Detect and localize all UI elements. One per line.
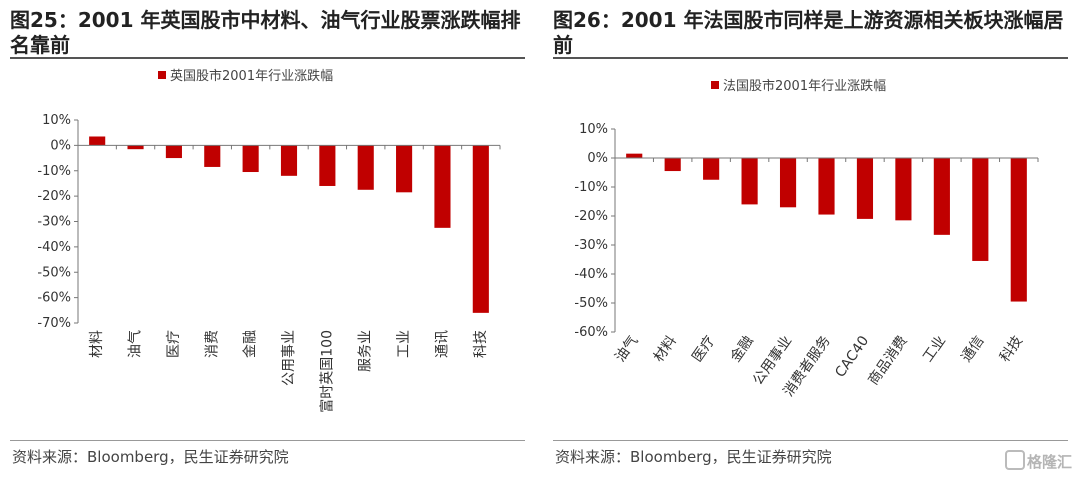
y-tick-label: -40% [37, 240, 71, 255]
bar [895, 158, 912, 221]
y-tick-label: -20% [37, 189, 71, 204]
y-tick-label: -30% [37, 215, 71, 230]
watermark-text: 格隆汇 [1026, 453, 1072, 471]
category-label: 油气 [612, 333, 641, 365]
bar [703, 158, 720, 180]
bar [626, 153, 643, 158]
bar [933, 158, 950, 235]
category-label: 金融 [243, 330, 259, 358]
bar [472, 145, 489, 313]
category-label: 商品消费 [865, 333, 910, 388]
y-tick-label: -40% [574, 267, 608, 282]
bar [1010, 158, 1027, 302]
category-label: 工业 [396, 330, 412, 358]
y-tick-label: 10% [42, 113, 71, 128]
category-label: 医疗 [166, 330, 182, 358]
legend-swatch [711, 81, 719, 89]
y-tick-label: -50% [574, 296, 608, 311]
legend-label: 英国股市2001年行业涨跌幅 [170, 68, 333, 84]
y-tick-label: 10% [579, 122, 608, 137]
bar [357, 145, 374, 190]
category-label: 服务业 [358, 330, 374, 372]
bar [127, 145, 144, 150]
category-label: 通讯 [434, 330, 450, 358]
legend-swatch [158, 71, 166, 79]
figure-panel-france: 图26：2001 年法国股市同样是上游资源相关板块涨幅居前 法国股市2001年行… [553, 0, 1073, 479]
figure-title: 图26：2001 年法国股市同样是上游资源相关板块涨幅居前 [553, 8, 1064, 57]
y-tick-label: -60% [37, 291, 71, 306]
source-note: 资料来源：Bloomberg，民生证券研究院 [555, 448, 832, 466]
y-tick-label: 0% [587, 151, 608, 166]
bar [779, 158, 797, 208]
category-label: 工业 [920, 333, 949, 365]
category-label: 通信 [958, 333, 987, 365]
category-label: 科技 [473, 330, 489, 358]
y-tick-label: -30% [574, 238, 608, 253]
y-tick-label: -20% [574, 209, 608, 224]
category-label: 材料 [89, 330, 105, 358]
bar [972, 158, 989, 261]
source-rule [10, 440, 525, 441]
legend-label: 法国股市2001年行业涨跌幅 [723, 78, 886, 94]
bar [396, 145, 413, 193]
bar [741, 158, 758, 205]
category-label: CAC40 [832, 333, 872, 380]
france-sector-chart: 法国股市2001年行业涨跌幅 10% 0% -10% -20% -30% -40% -50% -… [574, 78, 1039, 400]
title-rule [10, 57, 525, 59]
bar [242, 145, 259, 173]
bar [89, 136, 106, 146]
logo-icon [1004, 450, 1025, 470]
y-tick-label: -50% [37, 265, 71, 280]
source-note: 资料来源：Bloomberg，民生证券研究院 [12, 448, 289, 466]
figure-panel-uk: 图25：2001 年英国股市中材料、油气行业股票涨跌幅排名靠前 英国股市2001… [10, 0, 530, 479]
title-rule [553, 57, 1068, 59]
y-tick-label: 0% [50, 138, 71, 153]
category-label: 医疗 [689, 333, 718, 365]
category-label: 材料 [651, 333, 680, 365]
watermark: 格隆汇 [1004, 450, 1072, 472]
y-tick-label: -70% [37, 316, 71, 331]
figure-title: 图25：2001 年英国股市中材料、油气行业股票涨跌幅排名靠前 [10, 8, 521, 57]
category-label: 富时英国100 [318, 330, 335, 413]
y-tick-label: -10% [37, 164, 71, 179]
category-label: 消费 [204, 330, 220, 358]
category-label: 科技 [997, 333, 1026, 365]
category-label: 油气 [128, 330, 144, 358]
bar [856, 158, 874, 219]
category-label: 金融 [728, 333, 757, 365]
bar [280, 145, 298, 176]
bar [204, 145, 221, 167]
source-rule [553, 440, 1068, 441]
bar [664, 158, 681, 172]
bar [818, 158, 835, 215]
uk-sector-chart: 英国股市2001年行业涨跌幅 10% 0% -10% -20% -30% -40% -50% -… [37, 68, 501, 413]
y-tick-label: -10% [574, 180, 608, 195]
bar [319, 145, 336, 186]
y-tick-label: -60% [574, 325, 608, 340]
bar [434, 145, 451, 228]
category-label: 公用事业 [281, 330, 297, 386]
bar [165, 145, 182, 159]
